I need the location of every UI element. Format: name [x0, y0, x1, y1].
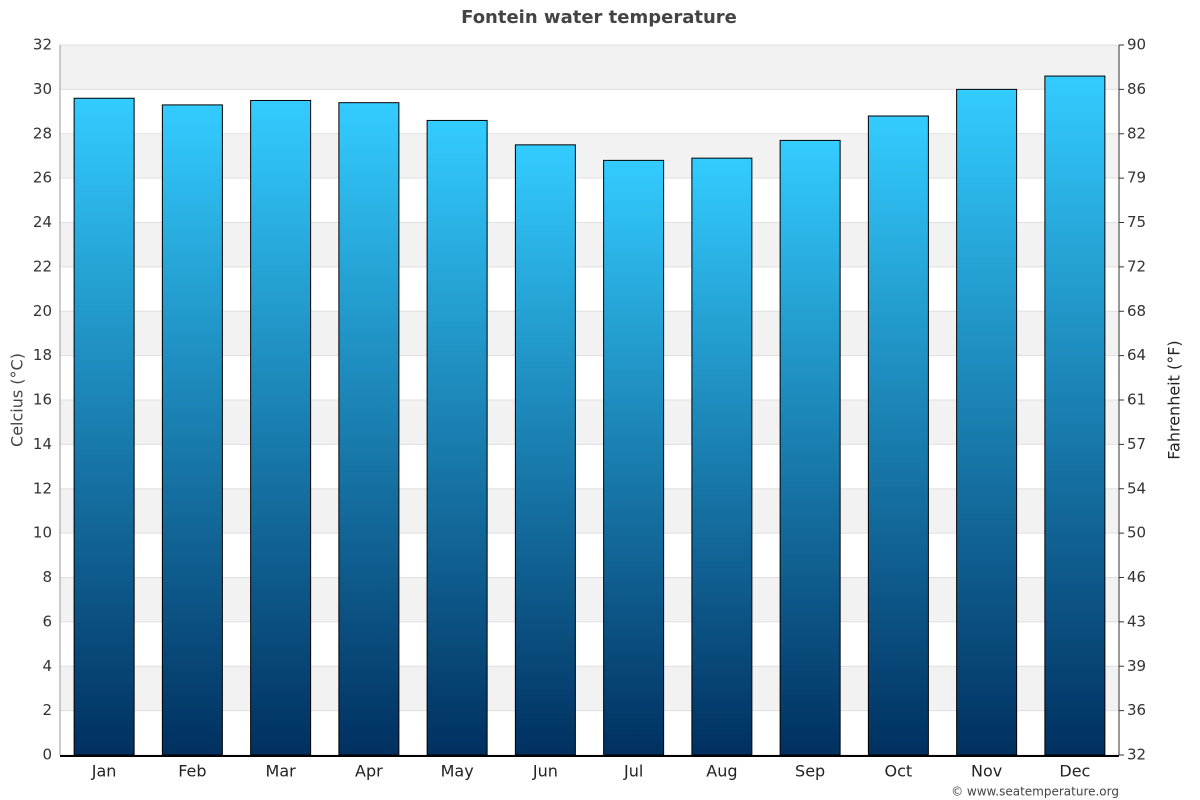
bar	[691, 157, 753, 756]
y-axis-label: Celcius (°C)	[8, 353, 27, 447]
y-tick-label: 8	[42, 568, 52, 586]
grid-band	[60, 488, 1119, 534]
y-tick-label: 10	[33, 524, 52, 542]
y-tick-label: 28	[33, 124, 52, 142]
y2-tick-label: 72	[1127, 257, 1146, 275]
grid-band	[60, 666, 1119, 711]
y2-axis-label: Fahrenheit (°F)	[1165, 340, 1184, 459]
x-tick-label: Jul	[623, 762, 643, 781]
y2-tick-label: 79	[1127, 169, 1146, 187]
y-tick-label: 2	[42, 701, 52, 719]
y2-tick-label: 86	[1127, 80, 1146, 98]
x-tick-label: Oct	[885, 762, 913, 781]
bar	[603, 159, 665, 756]
grid-band	[60, 311, 1119, 356]
x-tick-label: Feb	[178, 762, 206, 781]
y2-tick-label: 54	[1127, 479, 1146, 497]
x-tick-label: Apr	[355, 762, 383, 781]
x-tick-label: Jun	[532, 762, 558, 781]
grid-band	[60, 577, 1119, 622]
plot-background	[60, 44, 1119, 756]
grid-band	[60, 133, 1119, 179]
x-tick-label: Nov	[971, 762, 1002, 781]
chart-title: Fontein water temperature	[461, 7, 737, 28]
y-tick-label: 14	[33, 435, 52, 453]
y2-tick-label: 90	[1127, 36, 1146, 54]
bar	[73, 97, 135, 756]
x-tick-label: May	[441, 762, 474, 781]
y-tick-label: 0	[42, 746, 52, 764]
y-tick-label: 30	[33, 80, 52, 98]
bar	[779, 139, 841, 756]
x-tick-label: Mar	[266, 762, 297, 781]
x-tick-label: Dec	[1059, 762, 1090, 781]
y2-tick-label: 75	[1127, 213, 1146, 231]
y-tick-label: 18	[33, 346, 52, 364]
grid-band	[60, 222, 1119, 267]
y2-tick-label: 50	[1127, 524, 1146, 542]
y2-tick-label: 57	[1127, 435, 1146, 453]
bar	[1044, 75, 1106, 756]
bar	[161, 104, 223, 756]
y2-tick-label: 82	[1127, 124, 1146, 142]
y2-tick-label: 36	[1127, 701, 1146, 719]
bar	[514, 144, 576, 756]
x-tick-label: Jan	[91, 762, 117, 781]
y-tick-label: 16	[33, 391, 52, 409]
x-tick-label: Aug	[706, 762, 737, 781]
y2-tick-label: 61	[1127, 391, 1146, 409]
y-tick-label: 20	[33, 302, 52, 320]
y2-tick-label: 32	[1127, 746, 1146, 764]
y-tick-label: 6	[42, 612, 52, 630]
bar	[867, 115, 929, 756]
y2-tick-label: 46	[1127, 568, 1146, 586]
bar	[956, 88, 1018, 756]
grid-band	[60, 45, 1119, 90]
y-tick-label: 24	[33, 213, 52, 231]
x-tick-label: Sep	[795, 762, 825, 781]
bar	[338, 102, 400, 756]
y-tick-label: 26	[33, 169, 52, 187]
bar	[250, 99, 312, 756]
y-tick-label: 22	[33, 257, 52, 275]
source-credit: © www.seatemperature.org	[951, 785, 1119, 799]
y-tick-label: 12	[33, 479, 52, 497]
y-tick-label: 4	[42, 657, 52, 675]
y-tick-label: 32	[33, 36, 52, 54]
y2-tick-label: 64	[1127, 346, 1146, 364]
bar	[426, 119, 488, 756]
grid-band	[60, 400, 1119, 445]
y2-tick-label: 68	[1127, 302, 1146, 320]
y2-tick-label: 43	[1127, 612, 1146, 630]
y2-tick-label: 39	[1127, 657, 1146, 675]
